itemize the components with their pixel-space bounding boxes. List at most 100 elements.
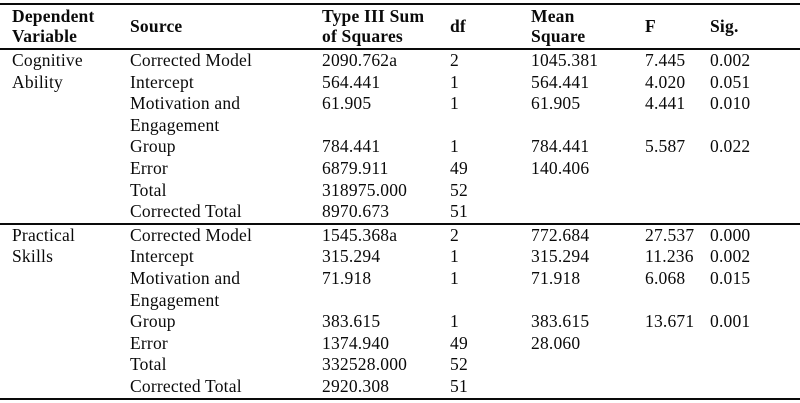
cell-source: Corrected Model: [130, 50, 253, 70]
table-header: Dependent Variable Source Type III Sum o…: [0, 4, 800, 50]
cell-sig: [698, 354, 800, 376]
cell-ms: 772.684: [531, 224, 590, 245]
table-row: Intercept 315.294 1 315.294 11.236 0.002: [0, 246, 800, 268]
cell-sig: [698, 158, 800, 180]
cell-source: Error: [130, 157, 168, 178]
cell-ss: 332528.000: [322, 354, 408, 375]
table-row: Total 318975.000 52: [0, 180, 800, 202]
table-row: Total 332528.000 52: [0, 354, 800, 376]
cell-df: 49: [450, 332, 468, 353]
cell-df: 51: [450, 375, 468, 396]
cell-source: Intercept: [130, 246, 194, 267]
cell-f: [633, 158, 698, 180]
cell-ms: [519, 354, 633, 376]
cell-df: 1: [450, 93, 459, 114]
cell-df: 2: [450, 224, 459, 245]
cell-ss: 383.615: [322, 311, 381, 332]
dependent-variable-cell: Practical Skills: [12, 224, 76, 267]
cell-ms: 315.294: [531, 246, 590, 267]
cell-sig: 0.002: [710, 246, 751, 267]
cell-ss: 61.905: [322, 93, 372, 114]
table-row: Cognitive Ability Corrected Model 2090.762…: [0, 49, 800, 92]
table-row: Intercept 564.441 1 564.441 4.020 0.051: [0, 72, 800, 94]
cell-ss: 564.441: [322, 71, 381, 92]
cell-source: Corrected Model: [130, 224, 253, 245]
cell-sig: 0.022: [710, 136, 751, 157]
table-row: Error 6879.911 49 140.406: [0, 158, 800, 180]
cell-ms: 140.406: [531, 157, 590, 178]
cell-source: Group: [130, 136, 176, 157]
cell-ms: [519, 376, 633, 399]
cell-f: 13.671: [645, 311, 695, 332]
cell-sig: [698, 201, 800, 224]
section-practical-skills: Practical Skills Corrected Model 1545.368a…: [0, 224, 800, 399]
cell-source: Motivation and Engagement: [130, 267, 241, 310]
cell-source: Total: [130, 354, 167, 375]
cell-f: 11.236: [645, 246, 694, 267]
cell-f: 4.020: [645, 71, 686, 92]
cell-ss: 8970.673: [322, 201, 390, 222]
table-row: Group 784.441 1 784.441 5.587 0.022: [0, 136, 800, 158]
cell-ss: 784.441: [322, 136, 381, 157]
cell-ss: 6879.911: [322, 157, 389, 178]
cell-ss: 71.918: [322, 267, 372, 288]
cell-sig: [698, 180, 800, 202]
table-row: Practical Skills Corrected Model 1545.368a…: [0, 224, 800, 267]
cell-ss: 2920.308: [322, 375, 390, 396]
cell-source: Group: [130, 311, 176, 332]
col-header-dependent-variable: Dependent Variable: [0, 4, 118, 50]
cell-ss: 1374.940: [322, 332, 390, 353]
col-header-source: Source: [118, 4, 310, 50]
table-row: Motivation and Engagement 61.905 1 61.905 4.…: [0, 93, 800, 136]
cell-source: Corrected Total: [130, 375, 242, 396]
cell-f: 4.441: [645, 93, 686, 114]
table-row: Corrected Total 2920.308 51: [0, 376, 800, 399]
section-cognitive-ability: Cognitive Ability Corrected Model 2090.762…: [0, 49, 800, 224]
cell-df: 1: [450, 267, 459, 288]
cell-ss: 2090.762a: [322, 50, 398, 70]
col-header-type-iii-sum-of-squares: Type III Sum of Squares: [310, 4, 438, 50]
cell-sig: 0.001: [710, 311, 751, 332]
cell-sig: 0.002: [710, 50, 751, 70]
cell-sig: [698, 333, 800, 355]
cell-df: 2: [450, 50, 459, 70]
cell-ms: 61.905: [531, 93, 581, 114]
col-header-f: F: [633, 4, 698, 50]
cell-ss: 315.294: [322, 246, 381, 267]
cell-source: Total: [130, 179, 167, 200]
cell-f: 6.068: [645, 267, 686, 288]
cell-ms: [519, 201, 633, 224]
cell-source: Error: [130, 332, 168, 353]
cell-sig: 0.000: [710, 224, 751, 245]
ancova-results-table: Dependent Variable Source Type III Sum o…: [0, 3, 800, 400]
cell-df: 52: [450, 354, 468, 375]
cell-ss: 1545.368a: [322, 224, 398, 245]
cell-sig: 0.051: [710, 71, 751, 92]
cell-source: Intercept: [130, 71, 194, 92]
cell-f: [633, 376, 698, 399]
table-row: Corrected Total 8970.673 51: [0, 201, 800, 224]
table-row: Error 1374.940 49 28.060: [0, 333, 800, 355]
col-header-sig: Sig.: [698, 4, 800, 50]
cell-ms: 784.441: [531, 136, 590, 157]
cell-df: 52: [450, 179, 468, 200]
cell-ms: 28.060: [531, 332, 581, 353]
cell-ss: 318975.000: [322, 179, 408, 200]
cell-f: 7.445: [645, 50, 686, 70]
cell-f: [633, 180, 698, 202]
cell-f: 5.587: [645, 136, 686, 157]
table-row: Group 383.615 1 383.615 13.671 0.001: [0, 311, 800, 333]
cell-df: 51: [450, 201, 468, 222]
cell-df: 1: [450, 311, 459, 332]
cell-df: 1: [450, 136, 459, 157]
cell-ms: 1045.381: [531, 50, 599, 70]
col-header-mean-square: Mean Square: [519, 4, 633, 50]
cell-ms: 383.615: [531, 311, 590, 332]
cell-f: [633, 201, 698, 224]
col-header-df: df: [438, 4, 519, 50]
cell-f: 27.537: [645, 224, 695, 245]
cell-f: [633, 354, 698, 376]
header-row: Dependent Variable Source Type III Sum o…: [0, 4, 800, 50]
cell-ms: 564.441: [531, 71, 590, 92]
